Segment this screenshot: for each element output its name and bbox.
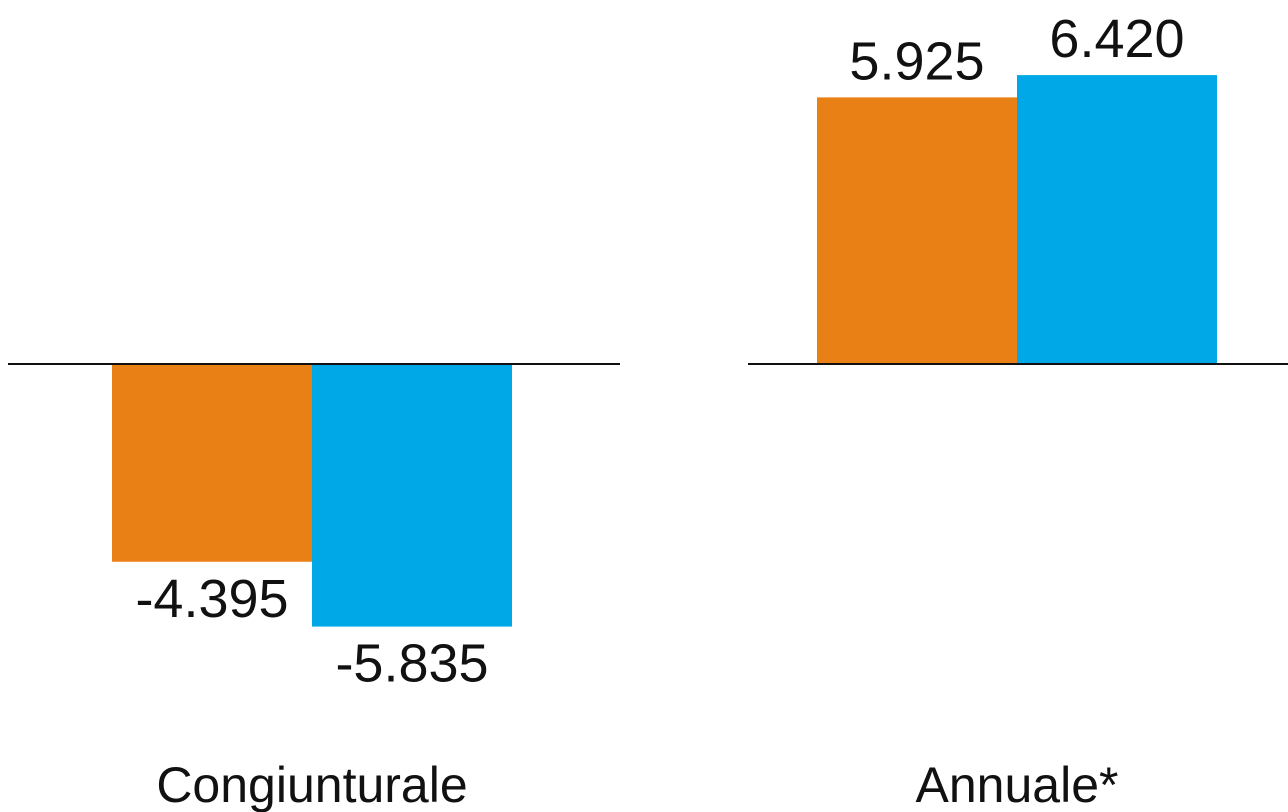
value-label-series-2-congiunturale: -5.835 — [335, 634, 488, 694]
value-label-series-1-annuale-: 5.925 — [849, 31, 984, 91]
category-label-annuale-: Annuale* — [916, 757, 1119, 812]
value-label-series-2-annuale-: 6.420 — [1049, 9, 1184, 69]
value-label-series-1-congiunturale: -4.395 — [135, 569, 288, 629]
bar-series-2-congiunturale — [312, 364, 512, 627]
category-label-congiunturale: Congiunturale — [156, 757, 467, 812]
bar-series-1-annuale- — [817, 97, 1017, 364]
bar-series-1-congiunturale — [112, 364, 312, 562]
bar-series-2-annuale- — [1017, 75, 1217, 364]
